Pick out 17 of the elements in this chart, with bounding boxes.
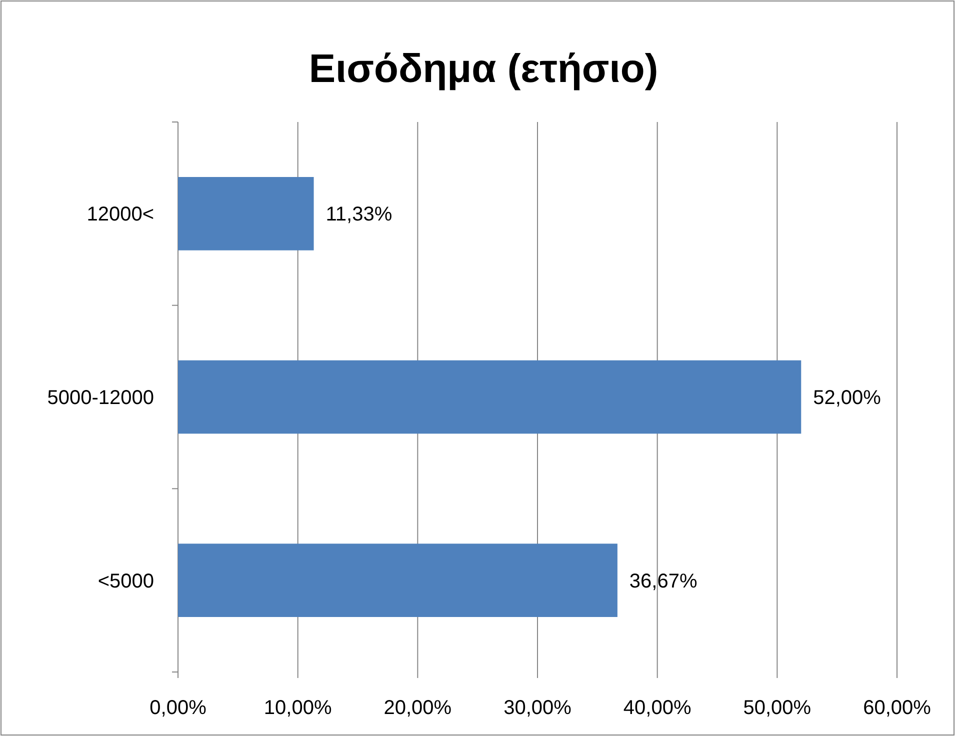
bar xyxy=(178,544,618,617)
x-tick-label: 50,00% xyxy=(743,697,812,719)
x-tick-label: 60,00% xyxy=(863,697,932,719)
y-tick-label: 5000-12000 xyxy=(47,387,154,409)
data-label: 52,00% xyxy=(813,387,882,409)
x-tick-label: 20,00% xyxy=(384,697,452,719)
x-tick-label: 10,00% xyxy=(264,697,332,719)
data-label: 36,67% xyxy=(629,570,698,592)
x-tick-label: 30,00% xyxy=(504,697,572,719)
y-tick-label: <5000 xyxy=(98,570,154,592)
y-tick-label: 12000< xyxy=(86,204,154,226)
data-label: 11,33% xyxy=(326,204,392,226)
chart-title: Εισόδημα (ετήσιο) xyxy=(308,47,658,91)
x-tick-label: 0,00% xyxy=(150,697,207,719)
bar xyxy=(178,177,314,250)
x-tick-label: 40,00% xyxy=(623,697,692,719)
bar xyxy=(178,360,802,434)
